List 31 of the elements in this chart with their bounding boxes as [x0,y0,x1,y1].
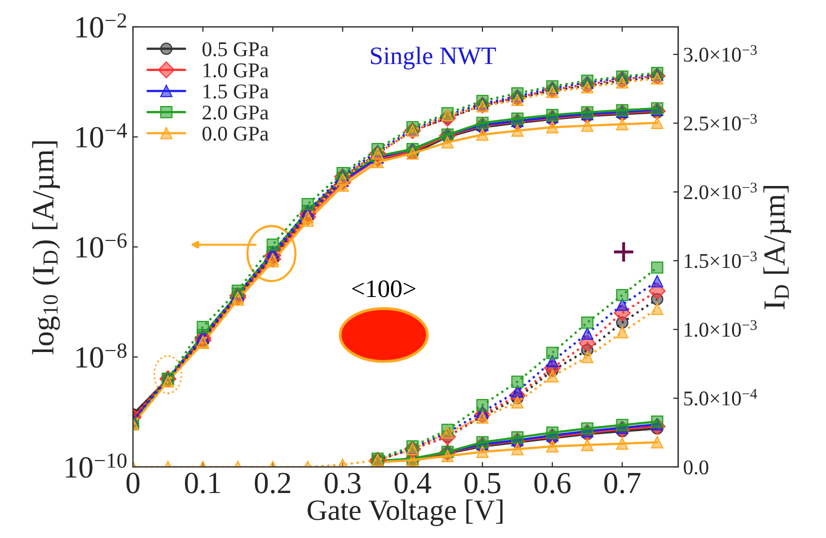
legend-label: 0.5 GPa [202,42,269,56]
y-tick-label: 10$^{−2}$ [76,13,126,38]
annotation: <100> [352,280,416,298]
legend-label: 1.0 GPa [204,63,269,78]
legend-label: 1.5 GPa [204,84,269,99]
x-tick-label: 0.3 [324,472,361,494]
x-tick-label: 0.2 [254,472,290,494]
y2-axis-title: I$_{D}$ [A/µm] [763,186,792,310]
y-axis-title: log$_{10}$ (I$_{D}$) [A/µm] [32,141,60,354]
annotation: + [614,242,634,262]
y2-tick-label: 5.0×10$^{−4}$ [684,388,758,406]
y-tick-label: 10$^{−8}$ [76,343,126,368]
y2-tick-label: 0.0 [684,460,708,475]
legend-label: 2.0 GPa [202,106,269,120]
x-tick-label: 0 [126,472,140,494]
y2-tick-label: 2.0×10$^{−3}$ [684,182,757,200]
x-tick-label: 0.1 [184,472,220,494]
y2-tick-label: 1.5×10$^{−3}$ [684,251,757,268]
y2-tick-label: 1.0×10$^{−3}$ [684,320,757,337]
text: Single NWT [370,46,496,70]
x-tick-label: 0.6 [534,472,571,494]
y-tick-label: 10$^{−6}$ [76,233,127,258]
x-tick-label: 0.5 [464,472,500,494]
x-axis-title: Gate Voltage [V] [308,500,502,526]
y2-tick-label: 3.0×10$^{−3}$ [684,45,757,62]
legend-label: 0.0 GPa [202,126,269,141]
x-tick-label: 0.7 [604,472,640,494]
y-tick-label: 10$^{−10}$ [66,453,126,478]
y2-tick-label: 2.5×10$^{−3}$ [684,114,757,131]
y-tick-label: 10$^{−4}$ [76,123,127,148]
x-tick-label: 0.4 [394,472,432,494]
